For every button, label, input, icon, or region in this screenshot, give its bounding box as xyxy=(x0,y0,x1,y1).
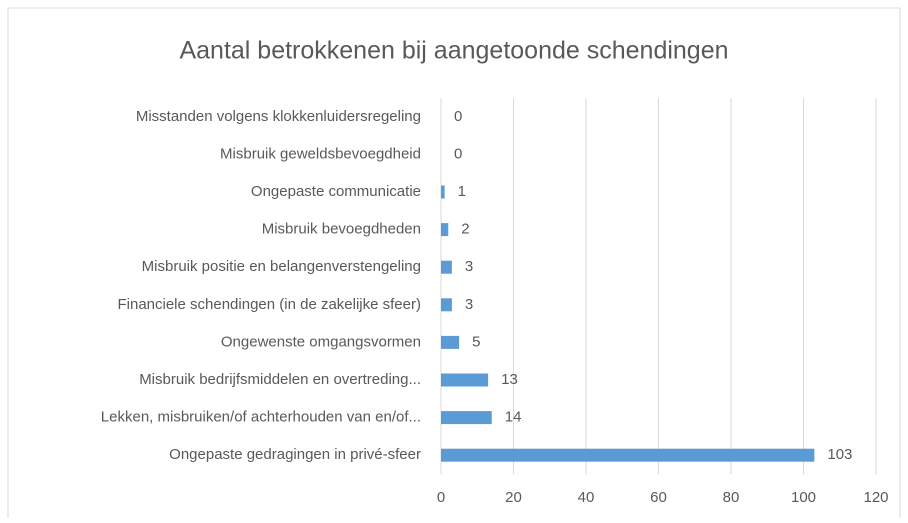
y-tick-label: Misbruik positie en belangenverstengelin… xyxy=(142,258,421,275)
bar xyxy=(441,373,489,387)
y-tick-label: Ongewenste omgangsvormen xyxy=(221,333,421,350)
x-tick-label: 0 xyxy=(437,489,445,506)
value-label: 14 xyxy=(505,409,522,426)
bar xyxy=(441,185,445,199)
y-tick-label: Misstanden volgens klokkenluidersregelin… xyxy=(136,108,421,125)
y-tick-label: Financiele schendingen (in de zakelijke … xyxy=(117,296,421,313)
value-label: 13 xyxy=(501,371,518,388)
chart-title: Aantal betrokkenen bij aangetoonde schen… xyxy=(179,37,728,65)
x-tick-label: 20 xyxy=(505,489,522,506)
x-tick-label: 100 xyxy=(791,489,816,506)
x-tick-label: 80 xyxy=(723,489,740,506)
value-label: 103 xyxy=(827,446,852,463)
y-tick-label: Ongepaste communicatie xyxy=(251,183,421,200)
bar xyxy=(441,298,452,312)
bar xyxy=(441,260,452,274)
value-label: 0 xyxy=(454,145,462,162)
x-tick-label: 40 xyxy=(578,489,595,506)
value-label: 2 xyxy=(461,221,469,238)
chart-frame xyxy=(7,7,901,523)
bar xyxy=(441,448,815,462)
y-tick-label: Lekken, misbruiken/of achterhouden van e… xyxy=(101,409,421,426)
y-tick-label: Ongepaste gedragingen in privé-sfeer xyxy=(169,446,421,463)
bar xyxy=(441,223,449,237)
bar xyxy=(441,335,460,349)
value-label: 3 xyxy=(465,258,473,275)
bar xyxy=(441,411,492,425)
y-tick-label: Misbruik geweldsbevoegdheid xyxy=(220,145,421,162)
value-label: 5 xyxy=(472,333,480,350)
x-tick-label: 60 xyxy=(650,489,667,506)
value-label: 0 xyxy=(454,108,462,125)
x-tick-label: 120 xyxy=(863,489,888,506)
y-tick-label: Misbruik bedrijfsmiddelen en overtreding… xyxy=(139,371,421,388)
value-label: 1 xyxy=(458,183,466,200)
y-tick-label: Misbruik bevoegdheden xyxy=(262,221,421,238)
value-label: 3 xyxy=(465,296,473,313)
